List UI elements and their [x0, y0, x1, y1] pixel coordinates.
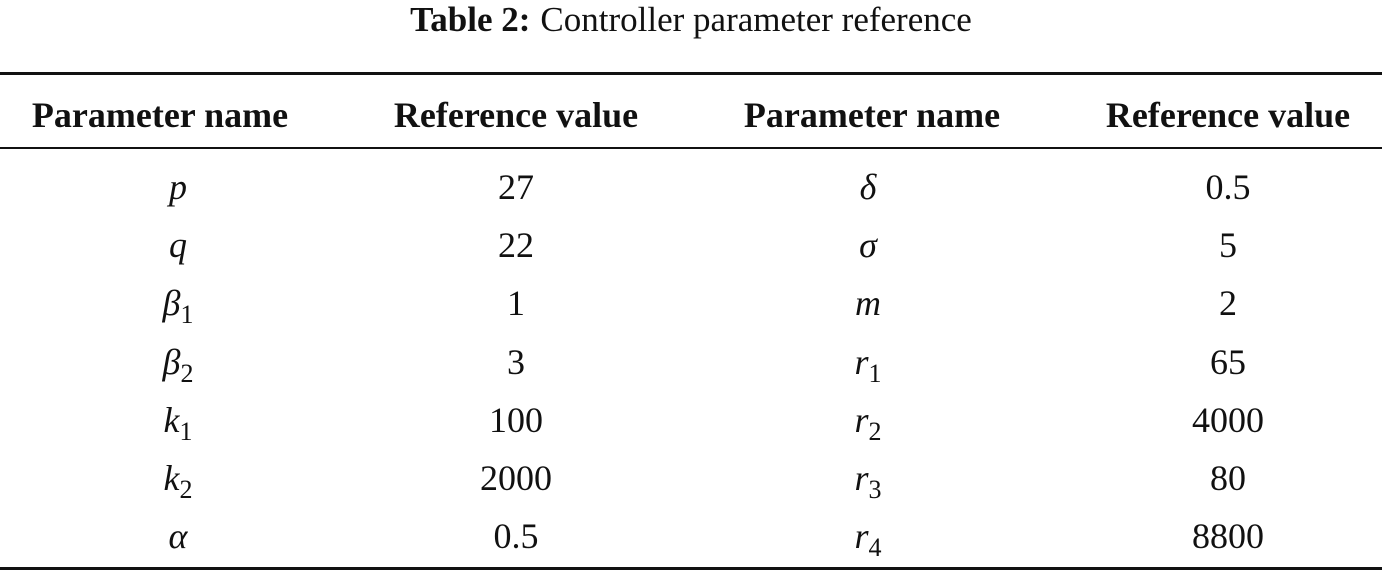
parameter-name: σ: [690, 220, 1046, 270]
subscript: 1: [180, 300, 194, 330]
caption-title: Controller parameter reference: [540, 0, 972, 39]
subscript: 2: [868, 416, 882, 446]
caption: Table 2: Controller parameter reference: [0, 0, 1382, 40]
parameter-name: k1: [0, 395, 356, 446]
symbol: β: [162, 341, 181, 382]
reference-value: 5: [1219, 225, 1237, 266]
column-header: Reference value: [393, 95, 639, 135]
parameter-name: k2: [0, 453, 356, 504]
symbol: r: [854, 458, 869, 498]
parameter-name: r1: [690, 337, 1046, 388]
subscript: 2: [179, 475, 193, 504]
column-header: Reference value: [1105, 95, 1351, 135]
parameter-name: r4: [690, 511, 1046, 563]
symbol: p: [169, 167, 187, 207]
parameter-name: δ: [690, 162, 1046, 212]
reference-value: 0.5: [493, 516, 539, 557]
reference-value: 3: [507, 341, 525, 382]
reference-value: 80: [1210, 458, 1246, 498]
reference-value: 8800: [1192, 516, 1264, 557]
subscript: 1: [179, 416, 193, 446]
top-rule: [0, 72, 1382, 75]
parameter-name: β1: [0, 278, 356, 330]
column-header: Parameter name: [31, 95, 289, 135]
reference-value: 1: [507, 283, 525, 324]
symbol: k: [163, 399, 180, 440]
subscript: 1: [868, 358, 882, 388]
caption-label: Table 2:: [410, 0, 531, 39]
parameter-name: r2: [690, 395, 1046, 446]
reference-value: 4000: [1192, 399, 1264, 440]
symbol: σ: [859, 225, 877, 266]
subscript: 3: [868, 475, 882, 504]
symbol: q: [169, 225, 187, 266]
symbol: r: [854, 399, 869, 440]
symbol: r: [854, 516, 869, 557]
symbol: r: [854, 341, 869, 382]
reference-value: 2: [1219, 283, 1237, 324]
symbol: δ: [859, 167, 877, 207]
symbol: k: [163, 458, 180, 498]
subscript: 4: [868, 533, 882, 563]
parameter-name: r3: [690, 453, 1046, 504]
reference-value: 22: [498, 225, 534, 266]
symbol: m: [855, 283, 881, 324]
symbol: α: [168, 516, 188, 557]
mid-rule: [0, 147, 1382, 149]
reference-value: 27: [498, 167, 534, 207]
column-header: Parameter name: [743, 95, 1001, 135]
reference-value: 65: [1210, 341, 1246, 382]
parameter-name: p: [0, 162, 356, 212]
parameter-name: β2: [0, 337, 356, 388]
reference-value: 0.5: [1205, 167, 1251, 207]
symbol: β: [162, 283, 181, 324]
reference-value: 100: [489, 399, 543, 440]
subscript: 2: [180, 358, 194, 388]
parameter-name: α: [0, 511, 356, 561]
parameter-name: q: [0, 220, 356, 270]
parameter-name: m: [690, 278, 1046, 328]
reference-value: 2000: [480, 458, 552, 498]
bottom-rule: [0, 567, 1382, 570]
